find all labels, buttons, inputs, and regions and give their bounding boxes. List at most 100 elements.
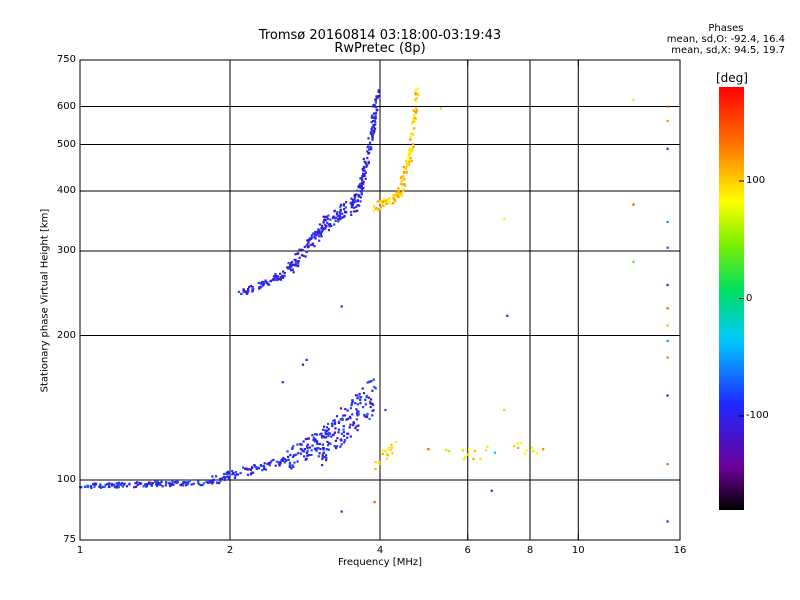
data-point [220,477,223,480]
data-point [394,441,397,444]
data-point [367,145,370,148]
data-point [409,154,412,157]
data-point [292,271,295,274]
data-point [525,449,528,452]
data-point [404,184,407,187]
data-point [197,483,200,486]
data-point [277,462,281,465]
data-point [187,481,190,484]
data-point [307,239,311,242]
data-point [367,162,370,165]
data-point [397,192,400,195]
grid-lines [80,60,680,540]
data-point [343,434,346,437]
data-point [327,214,330,217]
data-point [350,211,353,214]
data-point [342,204,345,207]
data-point [407,155,410,158]
data-point [175,480,178,483]
data-point [385,202,388,205]
data-point [374,98,377,101]
data-point [268,464,271,467]
data-point [346,409,349,412]
data-point [417,94,420,97]
data-point [135,485,138,488]
data-point [110,482,113,486]
data-point [251,467,254,470]
data-point [117,484,120,487]
data-point [365,415,369,419]
data-point [328,225,331,228]
data-point [281,276,284,279]
data-point [335,415,339,418]
data-point [392,202,395,205]
data-point [329,432,332,435]
data-point [283,458,286,461]
data-point [197,479,200,482]
data-point [310,236,313,239]
data-point [321,435,324,438]
data-point [251,286,254,289]
data-point [366,164,369,167]
data-point [358,395,361,398]
data-point [173,481,176,484]
data-point [274,464,277,467]
data-point [151,482,154,485]
data-point [356,209,359,212]
data-point [118,483,121,486]
data-point [332,433,335,436]
data-point [334,439,337,442]
data-point [374,468,377,471]
data-point [306,454,309,457]
data-point [371,389,374,392]
data-point [372,205,376,208]
data-point [360,396,363,399]
data-point [347,432,350,435]
data-point [666,119,669,123]
data-point [353,193,356,196]
data-point [388,197,391,200]
data-point [294,260,298,263]
data-point [208,480,211,483]
data-point [359,183,362,186]
data-point [298,256,301,259]
data-point [354,200,357,203]
data-point [363,169,366,172]
data-point [311,434,314,437]
data-point [288,461,292,464]
data-point [310,237,313,240]
data-point [360,193,363,196]
data-point [380,200,384,203]
data-point [92,483,95,486]
colorbar-label: [deg] [716,71,748,85]
data-point [349,407,352,410]
data-point [398,195,401,199]
data-point [136,481,139,484]
data-point [93,485,96,488]
data-point [321,224,324,227]
data-point [340,439,343,442]
data-point [325,215,328,218]
data-point [264,468,267,471]
data-point [320,235,323,238]
data-point [287,455,290,458]
data-point [327,229,331,232]
data-point [103,485,106,488]
data-point [317,229,320,232]
data-point [359,196,362,199]
data-point [350,197,353,200]
x-tick-label: 2 [226,545,234,556]
data-point [155,481,158,485]
data-point [327,448,330,451]
data-point [164,484,167,487]
data-point [291,268,294,271]
data-point [304,255,307,258]
data-point [93,482,96,485]
data-point [351,206,354,209]
data-point [666,339,669,342]
data-point [225,475,228,479]
data-point [378,460,381,463]
data-point [368,141,372,144]
data-point [324,223,327,227]
